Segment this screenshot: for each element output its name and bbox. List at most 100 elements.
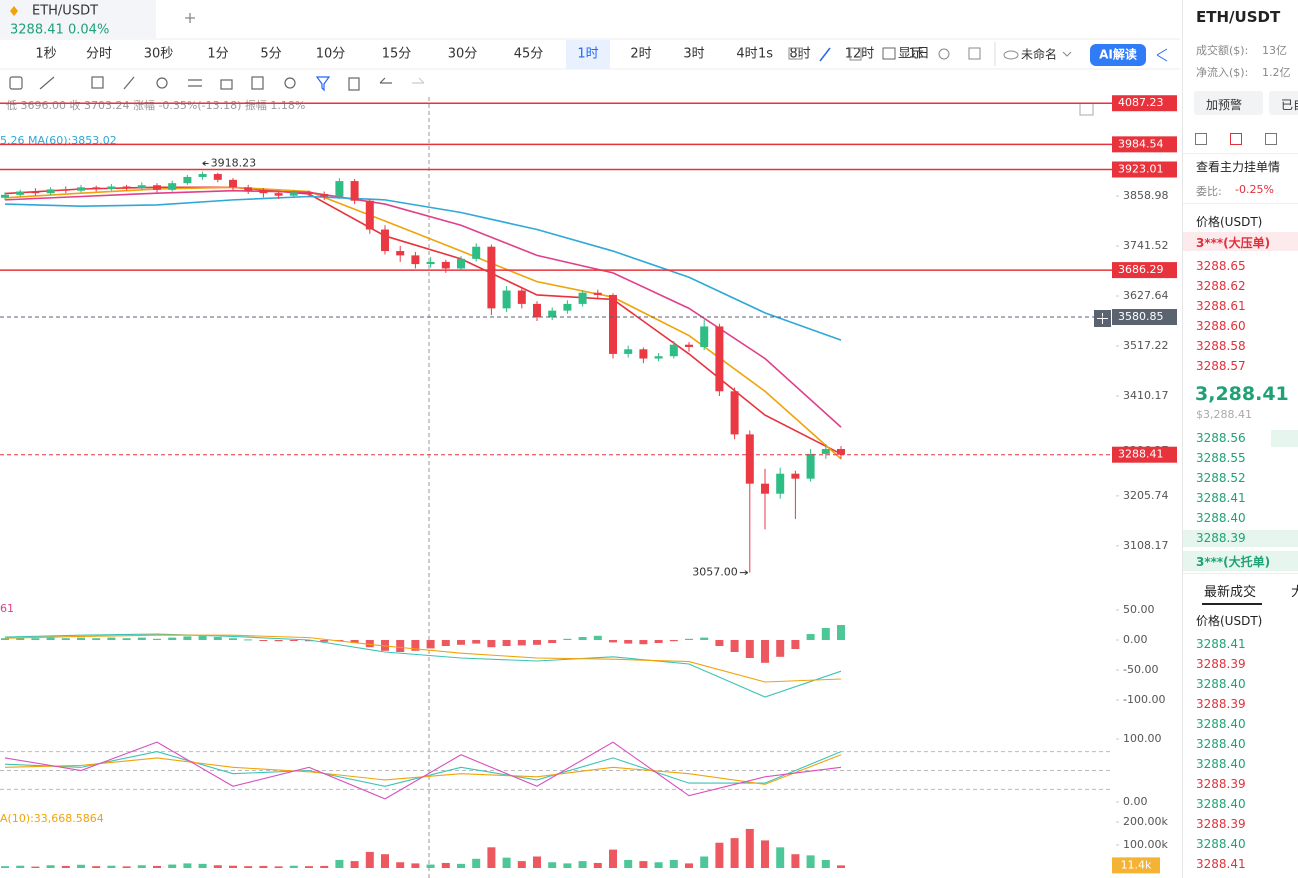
volume-bar [335, 859, 344, 868]
volume-bar [593, 862, 602, 868]
macd-bar [46, 637, 55, 641]
camera-icon[interactable] [788, 47, 803, 60]
annotation-arrow [739, 570, 749, 576]
macd-bar [609, 640, 617, 643]
interval[interactable]: 3时 [683, 47, 704, 62]
tab-icon[interactable] [1265, 133, 1277, 145]
interval[interactable]: 5分 [260, 47, 281, 62]
y-tick-label: 3517.22 [1123, 339, 1169, 352]
main-orders[interactable]: 查看主力挂单情 [1196, 160, 1281, 174]
y-tick-label: 200.00k [1123, 815, 1168, 828]
tab-icon[interactable] [1230, 133, 1242, 145]
interval[interactable]: 12时 [845, 47, 875, 62]
copy-icon[interactable] [849, 47, 862, 61]
cloud-icon[interactable] [1003, 50, 1019, 60]
ai-button[interactable] [1090, 44, 1146, 66]
interval[interactable]: 1秒 [35, 47, 56, 62]
interval[interactable]: 30秒 [144, 47, 174, 62]
trade-price: 3288.39 [1196, 817, 1246, 831]
chevron [1062, 51, 1072, 57]
macd-bar [396, 640, 405, 653]
trade-price: 3288.39 [1196, 697, 1246, 711]
volume-bar [533, 856, 541, 868]
macd-bar [426, 640, 435, 649]
candle-body [77, 187, 85, 191]
drawing-tools[interactable] [9, 76, 425, 92]
macd-label: 61 [0, 602, 14, 615]
interval[interactable]: 10分 [316, 47, 346, 62]
candle-body [669, 344, 678, 357]
macd-bar [624, 640, 633, 644]
fav-button[interactable]: 已自 [1281, 98, 1298, 112]
interval[interactable]: 8时 [789, 47, 810, 62]
button-bg[interactable] [1194, 91, 1263, 115]
macd-bar [77, 637, 85, 641]
big-orders-tab[interactable]: 大 [1291, 581, 1298, 600]
candle-body [533, 303, 541, 318]
macd-bar [837, 625, 845, 641]
macd-bar [92, 638, 101, 641]
volume-bar [821, 859, 830, 868]
ask-wall-bg [1183, 232, 1298, 251]
add-tab[interactable] [185, 13, 195, 23]
column-header: 价格(USDT) [1196, 215, 1263, 229]
volume-bar [350, 861, 359, 868]
candle-body [61, 189, 70, 191]
annotation-arrow [202, 161, 209, 166]
macd-bar [791, 640, 800, 650]
interval[interactable]: 30分 [448, 47, 478, 62]
candle-body [806, 453, 815, 479]
speed[interactable]: 1s [758, 47, 773, 62]
coin-icon [10, 6, 18, 16]
display-icon[interactable] [882, 47, 896, 60]
bid-price: 3288.52 [1196, 471, 1246, 485]
interval[interactable]: 4时 [736, 47, 757, 62]
volume-bar [213, 865, 222, 868]
candle-body [654, 356, 663, 359]
share-icon[interactable] [1156, 48, 1168, 62]
macd-bar [502, 640, 511, 647]
moving-average [4, 189, 842, 428]
interval[interactable]: 1分 [207, 47, 228, 62]
volume-bar [837, 865, 845, 868]
volume-bar [229, 865, 237, 868]
interval[interactable]: 45分 [514, 47, 544, 62]
candle-body [593, 292, 602, 295]
button-bg[interactable] [1269, 91, 1298, 115]
interval[interactable]: 分时 [86, 47, 112, 62]
tab-icon[interactable] [1195, 133, 1207, 145]
interval[interactable]: 1时 [577, 47, 598, 62]
tab-bg [0, 0, 156, 38]
settings-icon[interactable] [938, 48, 950, 60]
candle-body [411, 255, 420, 265]
alert-button[interactable]: 加预警 [1206, 98, 1243, 112]
volume-bar [61, 865, 70, 868]
trades-tab[interactable]: 最新成交 [1204, 585, 1257, 600]
ask-price: 3288.57 [1196, 359, 1246, 373]
volume-bar [381, 854, 389, 868]
layout-name[interactable]: 未命名 [1021, 47, 1057, 62]
y-tick-label: 3858.98 [1123, 189, 1169, 202]
interval[interactable]: 1日 [908, 47, 929, 62]
volume-bar [426, 864, 435, 868]
annotation: 3057.00 [692, 566, 738, 579]
macd-bar [16, 637, 25, 641]
price-level-label: 3984.54 [1118, 137, 1164, 150]
ask-price: 3288.60 [1196, 319, 1246, 333]
candle-body [563, 303, 572, 311]
ratio-label: 委比: [1196, 185, 1222, 198]
candle-body [122, 186, 131, 189]
trade-price: 3288.40 [1196, 677, 1246, 691]
ai-button-label[interactable]: AI解读 [1099, 47, 1137, 62]
stat-label: 成交额($): [1196, 44, 1249, 57]
fullscreen-icon[interactable] [1079, 102, 1094, 116]
interval[interactable]: 15分 [382, 47, 412, 62]
bid-depth [1183, 530, 1298, 547]
expand-icon[interactable] [968, 47, 981, 60]
pen-icon[interactable] [819, 47, 831, 62]
interval[interactable]: 2时 [630, 47, 651, 62]
volume-bar [730, 838, 739, 868]
volume-last-box [1112, 857, 1160, 874]
display[interactable]: 显示 [898, 47, 924, 62]
